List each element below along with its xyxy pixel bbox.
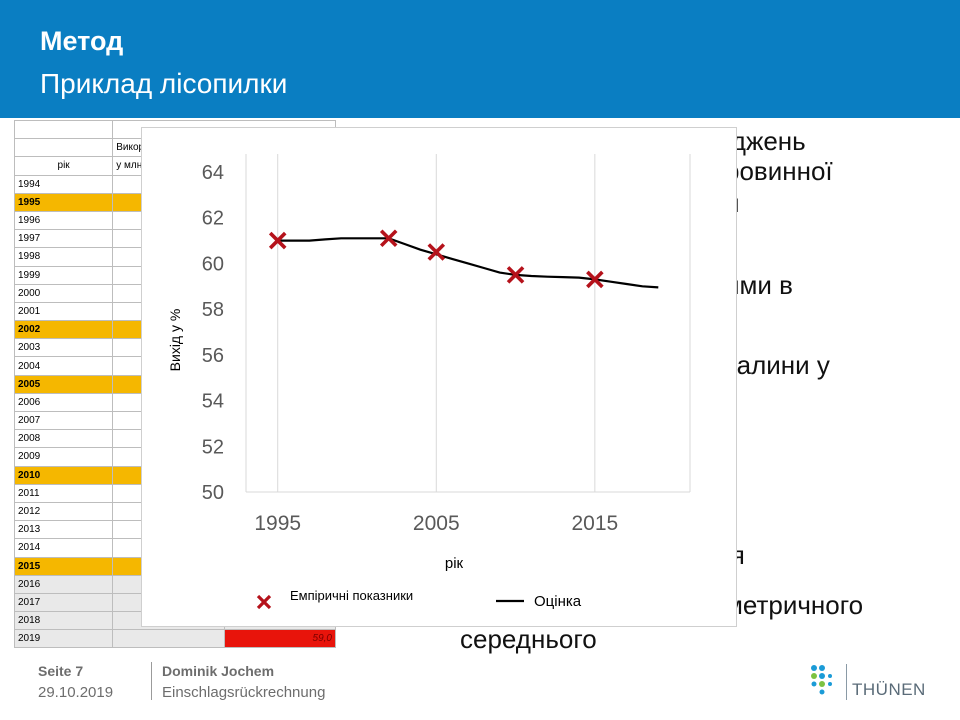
sheet-year-cell: 2005: [13, 374, 114, 394]
y-tick-label: 62: [202, 208, 224, 230]
footer-author: Dominik Jochem: [162, 663, 275, 679]
sheet-year-cell: 2010: [13, 465, 114, 485]
y-tick-label: 54: [202, 391, 224, 413]
empirical-data-point: [268, 231, 287, 250]
sheet-year-cell: 2000: [13, 283, 114, 303]
footer-project: Einschlagsrückrechnung: [162, 684, 326, 701]
sheet-cell: [13, 119, 114, 140]
y-axis-title: Вихід у %: [167, 309, 183, 372]
yield-chart: 50 52 54 56 58 60 62 64 1995 2005 2015 Вихід у % рік…: [167, 154, 691, 610]
sheet-year-cell: 2013: [13, 520, 114, 540]
legend-label-estimate: Оцінка: [534, 593, 582, 610]
logo-divider: [846, 664, 847, 700]
sheet-year-cell: 1999: [13, 265, 114, 285]
y-tick-label: 64: [202, 162, 224, 184]
slide-header: Метод Приклад лісопилки: [0, 0, 960, 118]
sheet-year-cell: 1997: [13, 229, 114, 249]
background-text-line: ровинної: [725, 156, 833, 186]
x-tick-label: 1995: [254, 512, 301, 535]
x-tick-label: 2005: [413, 512, 460, 535]
sheet-cell: [13, 138, 114, 158]
x-tick-label: 2015: [571, 512, 618, 535]
sheet-year-cell: 2007: [13, 410, 114, 431]
sheet-year-cell: 2006: [13, 392, 114, 413]
sheet-year-cell: 2008: [13, 429, 114, 449]
background-text-line: середнього: [460, 624, 597, 654]
y-tick-label: 50: [202, 482, 224, 504]
slide-title: Метод: [40, 26, 124, 56]
sheet-red-cell: 59,0: [223, 629, 337, 649]
y-tick-label: 56: [202, 345, 224, 367]
y-tick-label: 60: [202, 253, 224, 275]
sheet-value-cell: [112, 629, 225, 649]
empirical-data-point: [379, 229, 398, 248]
empirical-data-point: [427, 243, 446, 261]
x-axis-title: рік: [445, 555, 464, 572]
legend-label-empirical: Емпіричні показники: [290, 588, 413, 603]
sheet-year-cell: 2019: [13, 629, 114, 649]
slide-subtitle: Приклад лісопилки: [40, 68, 288, 99]
footer-page: Seite 7: [38, 663, 84, 679]
sheet-year-cell: 2002: [13, 320, 114, 340]
sheet-year-cell: 2009: [13, 447, 114, 467]
sheet-year-cell: 2003: [13, 338, 114, 358]
sheet-header-year: рік: [13, 156, 114, 176]
footer-divider: [151, 662, 152, 700]
sheet-year-cell: 1994: [13, 174, 114, 194]
y-tick-label: 58: [202, 299, 224, 321]
sheet-year-cell: 2001: [13, 301, 114, 322]
thuenen-logo-icon: [811, 665, 832, 695]
background-text-line: іджень: [725, 126, 806, 156]
background-text-line: метричного: [725, 590, 864, 620]
legend-marker-empirical: [256, 594, 272, 610]
sheet-year-cell: 2017: [13, 592, 114, 613]
estimate-series-line: [277, 237, 659, 289]
empirical-data-point: [506, 266, 525, 284]
chart-panel: 50 52 54 56 58 60 62 64 1995 2005 2015 Вихід у % рік…: [141, 127, 737, 627]
background-text-line: талини у: [725, 350, 830, 380]
logo-text: THÜNEN: [852, 680, 926, 699]
y-tick-label: 52: [202, 436, 224, 458]
sheet-year-cell: 2018: [13, 611, 114, 631]
empirical-data-point: [586, 270, 604, 289]
sheet-year-cell: 1998: [13, 247, 114, 267]
footer-date: 29.10.2019: [38, 684, 114, 701]
sheet-year-cell: 1996: [13, 210, 114, 231]
sheet-year-cell: 2011: [13, 483, 114, 503]
sheet-year-cell: 2016: [13, 574, 114, 594]
sheet-year-cell: 2015: [13, 556, 114, 576]
table-row: 2019 59,0: [13, 629, 337, 649]
sheet-year-cell: 1995: [13, 192, 114, 212]
sheet-year-cell: 2014: [13, 538, 114, 558]
sheet-year-cell: 2004: [13, 356, 114, 376]
sheet-year-cell: 2012: [13, 501, 114, 522]
